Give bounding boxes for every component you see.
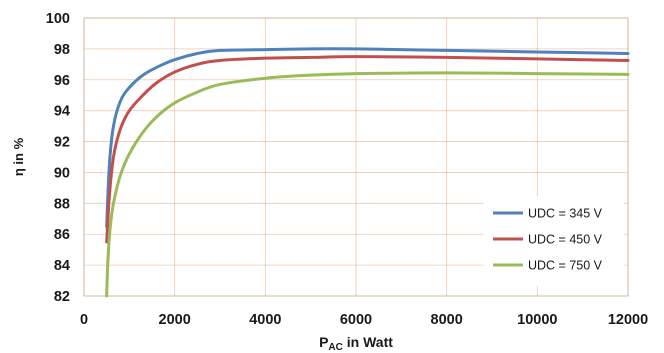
y-tick-label: 88 (54, 196, 70, 212)
series-line-2 (105, 55, 630, 244)
y-tick-label: 98 (54, 42, 70, 58)
legend-label-1: UDC = 345 V (528, 207, 603, 221)
y-axis-title: η in % (11, 137, 26, 176)
x-axis-title-rest: in Watt (343, 334, 393, 350)
y-tick-label: 86 (54, 227, 70, 243)
y-tick-label: 82 (54, 289, 70, 305)
y-tick-label: 92 (54, 135, 70, 151)
x-axis-title: PAC in Watt (319, 334, 393, 353)
x-tick-label: 10000 (517, 312, 557, 328)
y-tick-label: 96 (54, 73, 70, 89)
y-tick-label: 90 (54, 165, 70, 181)
series-lines (105, 47, 630, 298)
y-tick-labels: 82 84 86 88 90 92 94 96 98 100 (46, 11, 70, 305)
y-tick-label: 94 (54, 104, 70, 120)
legend-label-3: UDC = 750 V (528, 259, 603, 273)
series-line-3 (105, 71, 630, 298)
x-tick-label: 0 (80, 312, 88, 328)
series-line-1 (105, 47, 630, 228)
legend: UDC = 345 V UDC = 450 V UDC = 750 V (484, 196, 624, 286)
x-tick-label: 6000 (340, 312, 372, 328)
x-axis-title-subscript: AC (328, 342, 342, 353)
x-tick-label: 8000 (431, 312, 463, 328)
x-axis-title-main: P (319, 334, 328, 350)
legend-box (484, 196, 624, 286)
x-tick-label: 2000 (159, 312, 191, 328)
y-tick-label: 84 (54, 258, 70, 274)
x-tick-label: 12000 (608, 312, 648, 328)
legend-label-2: UDC = 450 V (528, 233, 603, 247)
y-tick-label: 100 (46, 11, 70, 27)
x-tick-labels: 0 2000 4000 6000 8000 10000 12000 (80, 312, 648, 328)
x-tick-label: 4000 (249, 312, 281, 328)
